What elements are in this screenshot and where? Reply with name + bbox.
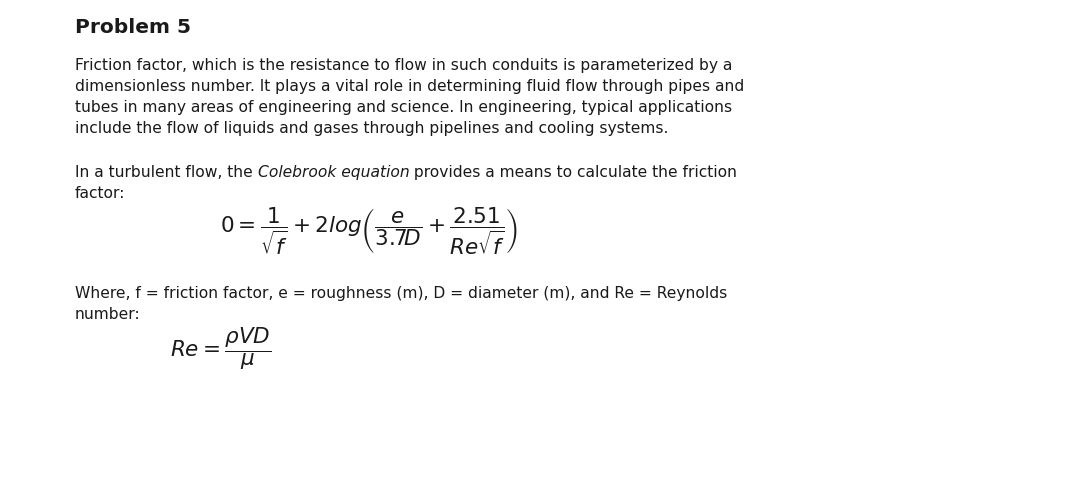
Text: provides a means to calculate the friction: provides a means to calculate the fricti… (409, 165, 738, 180)
Text: include the flow of liquids and gases through pipelines and cooling systems.: include the flow of liquids and gases th… (75, 121, 669, 136)
Text: $Re = \dfrac{\rho VD}{\mu}$: $Re = \dfrac{\rho VD}{\mu}$ (170, 325, 271, 372)
Text: factor:: factor: (75, 186, 125, 200)
Text: dimensionless number. It plays a vital role in determining fluid flow through pi: dimensionless number. It plays a vital r… (75, 79, 744, 94)
Text: tubes in many areas of engineering and science. In engineering, typical applicat: tubes in many areas of engineering and s… (75, 100, 732, 115)
Text: Where, f = friction factor, e = roughness (m), D = diameter (m), and Re = Reynol: Where, f = friction factor, e = roughnes… (75, 286, 727, 301)
Text: number:: number: (75, 307, 140, 321)
Text: Friction factor, which is the resistance to flow in such conduits is parameteriz: Friction factor, which is the resistance… (75, 58, 732, 73)
Text: In a turbulent flow, the: In a turbulent flow, the (75, 165, 258, 180)
Text: $0 = \dfrac{1}{\sqrt{f}} + 2log\left(\dfrac{e}{3.7D} + \dfrac{2.51}{Re\sqrt{f}}\: $0 = \dfrac{1}{\sqrt{f}} + 2log\left(\df… (220, 205, 517, 256)
Text: Problem 5: Problem 5 (75, 18, 191, 37)
Text: Colebrook equation: Colebrook equation (258, 165, 409, 180)
